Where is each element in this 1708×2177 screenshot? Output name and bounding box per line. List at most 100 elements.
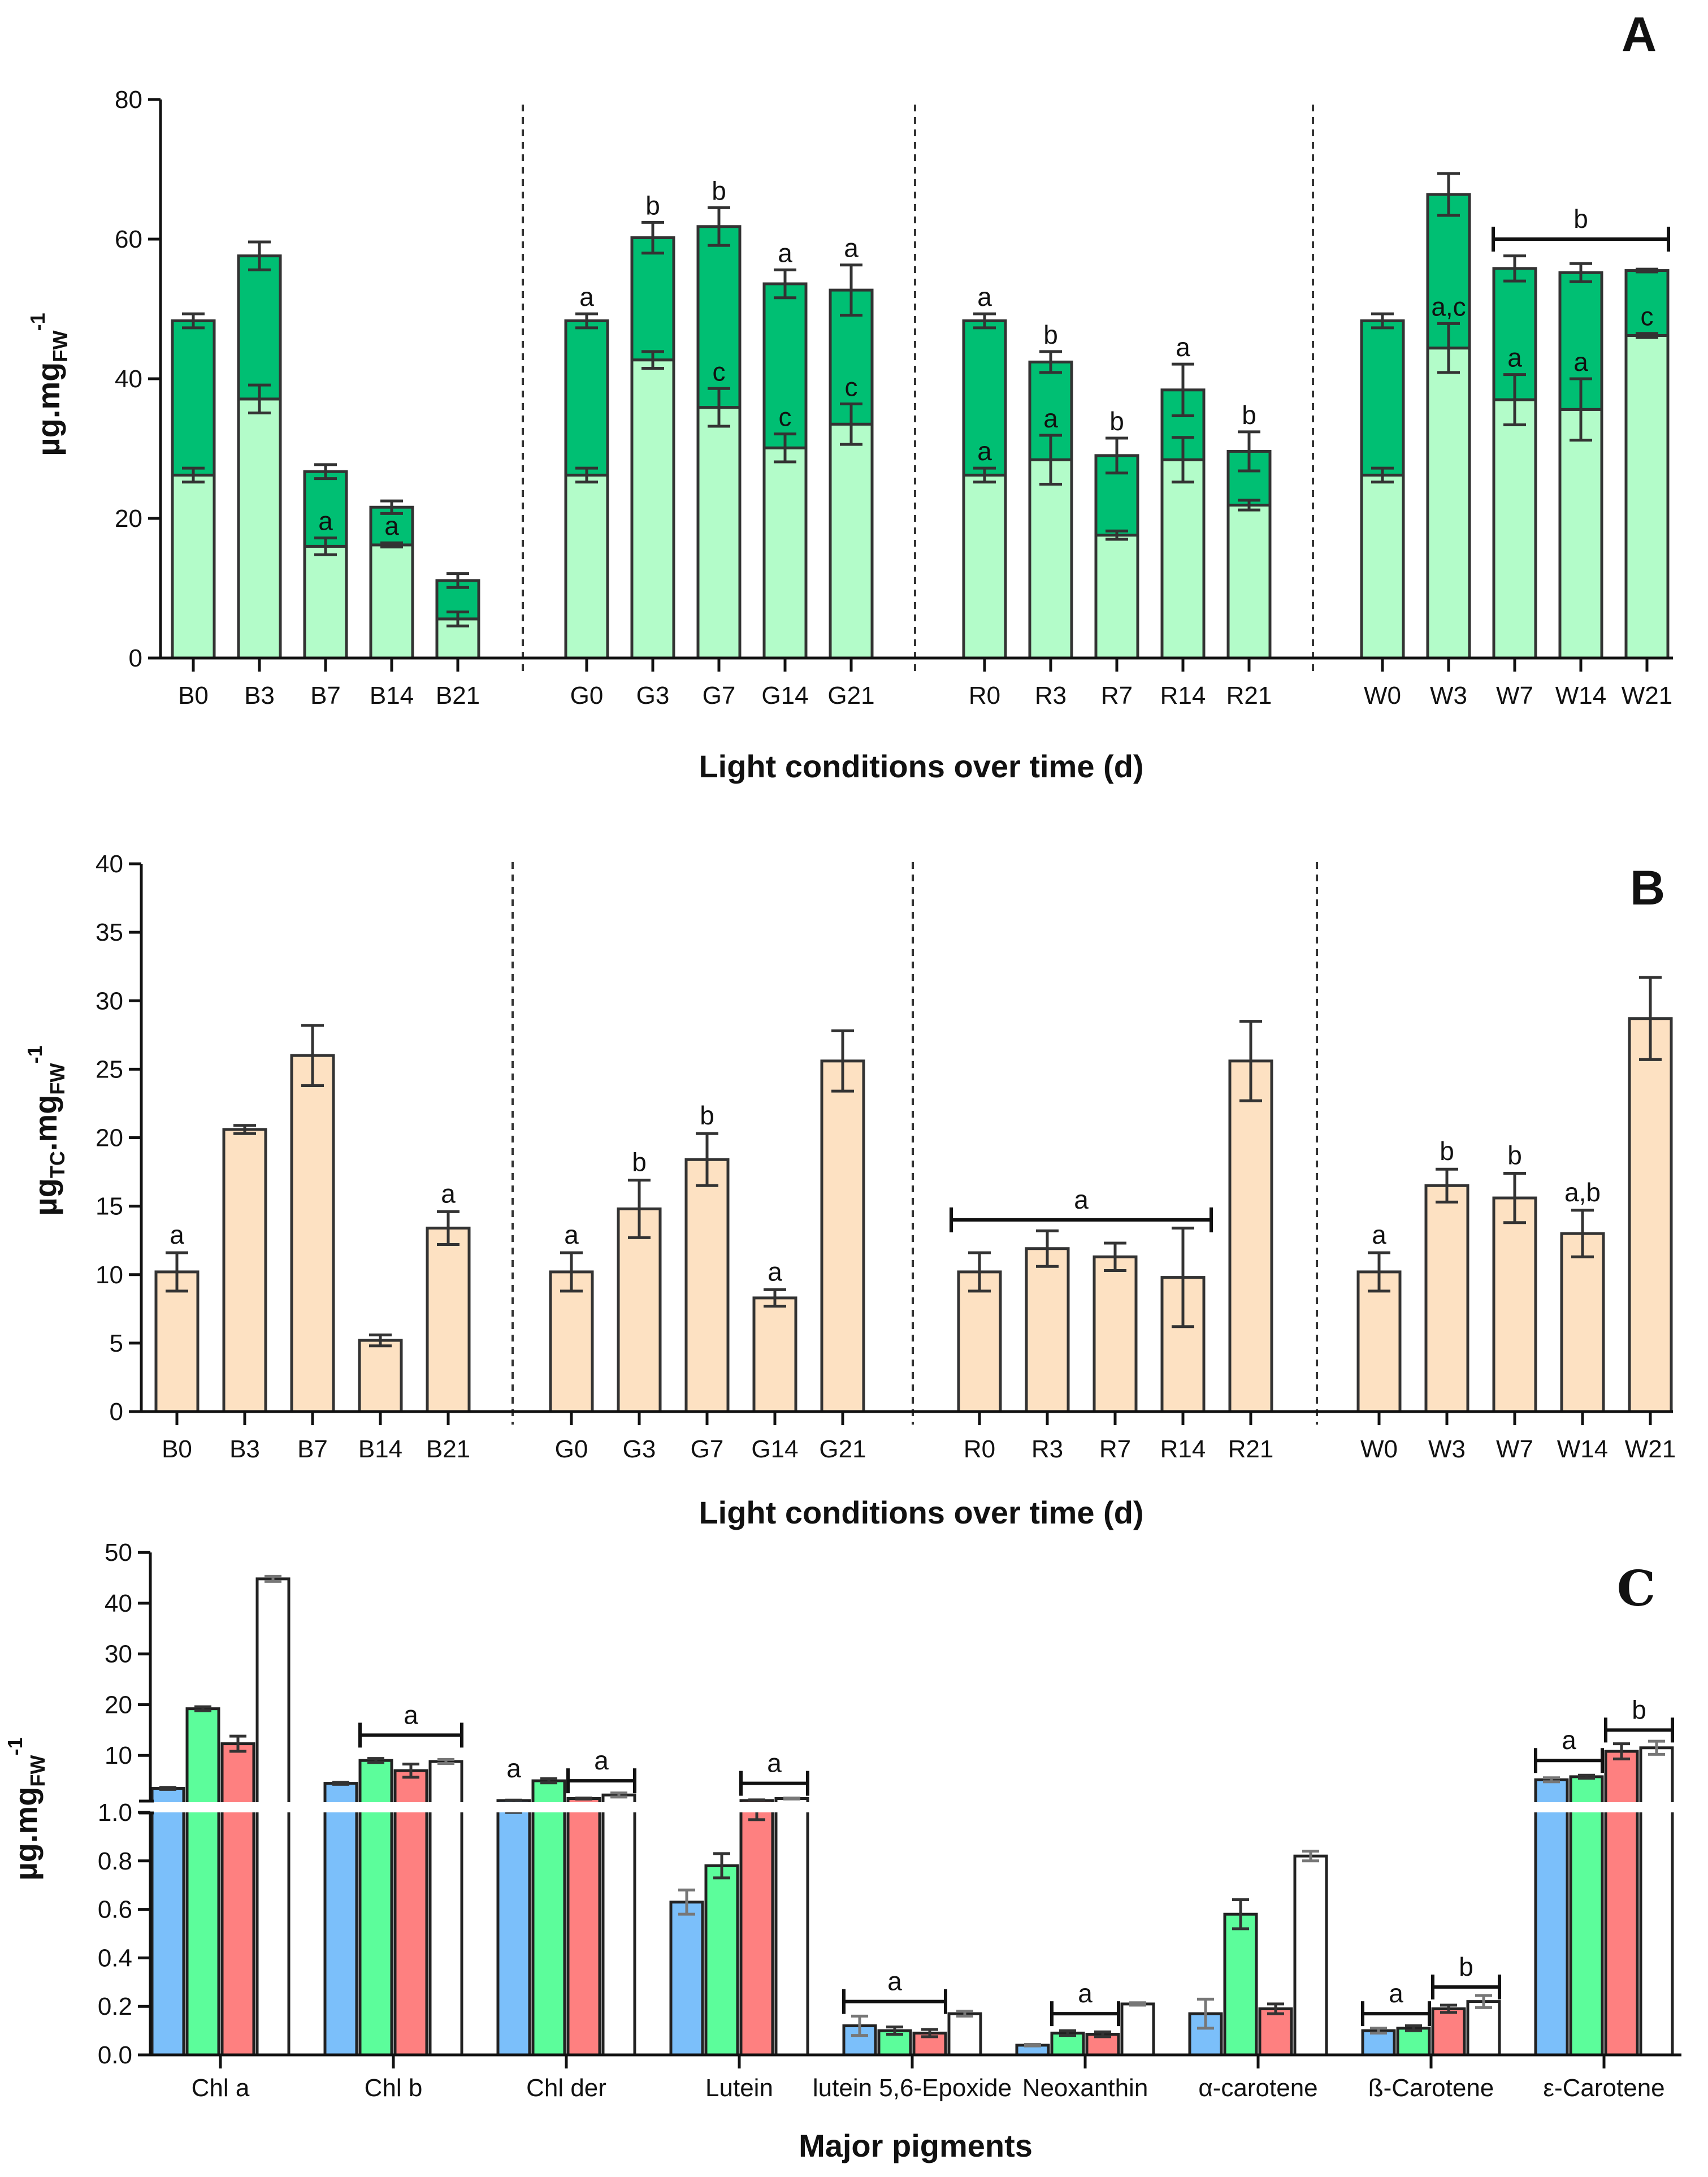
panel-b: B0 B3 B7 B14 B21 G0 G3 G7 G14 G21 R0 R3 R7 R14 R21 W0 W3… bbox=[23, 850, 1676, 1530]
bar-upper bbox=[564, 319, 609, 477]
bar-upper bbox=[962, 319, 1007, 477]
bar-green bbox=[1223, 1912, 1258, 2057]
bar-red bbox=[1431, 2007, 1466, 2057]
significance-letter: c bbox=[713, 357, 726, 386]
x-tick-label: Neoxanthin bbox=[1022, 2074, 1148, 2102]
bar-upper bbox=[1360, 319, 1405, 477]
x-tick-label: G7 bbox=[703, 682, 736, 709]
ylabel-main: µg bbox=[28, 1178, 63, 1215]
ylabel-sup: -1 bbox=[23, 1045, 46, 1063]
axis-break bbox=[128, 1802, 1693, 1812]
significance-letter: a bbox=[1562, 1725, 1576, 1755]
significance-letter: a bbox=[887, 1967, 902, 1996]
y-tick-label: 25 bbox=[96, 1055, 123, 1083]
bar bbox=[752, 1296, 797, 1413]
bar-upper bbox=[237, 254, 282, 401]
x-tick-label: W7 bbox=[1496, 682, 1533, 709]
bar-blue bbox=[150, 1787, 185, 2057]
bar-upper bbox=[171, 319, 216, 477]
significance-letter: b bbox=[632, 1148, 647, 1177]
significance-letter: a bbox=[404, 1700, 418, 1729]
bar-lower bbox=[1360, 473, 1405, 660]
significance-letter: b bbox=[700, 1101, 714, 1130]
bar-white bbox=[774, 1797, 809, 2057]
x-tick-label: B3 bbox=[244, 682, 275, 709]
panel-label: C bbox=[1617, 1560, 1655, 1617]
x-tick-label: R21 bbox=[1228, 1435, 1274, 1463]
significance-letter: a bbox=[1372, 1220, 1386, 1249]
ylabel-sup: -1 bbox=[3, 1737, 27, 1755]
bar-lower bbox=[1028, 458, 1073, 660]
bar-lower bbox=[1426, 347, 1471, 660]
bar-lower bbox=[762, 446, 808, 660]
x-tick-label: W3 bbox=[1428, 1435, 1466, 1463]
significance-letter: a bbox=[506, 1754, 521, 1783]
bar-lower bbox=[962, 473, 1007, 660]
x-tick-label: G21 bbox=[827, 682, 874, 709]
x-tick-label: W14 bbox=[1557, 1435, 1608, 1463]
bar-green bbox=[1396, 2027, 1431, 2057]
bar bbox=[1228, 1059, 1273, 1413]
bar-red bbox=[739, 1799, 774, 2057]
y-tick-label: 20 bbox=[115, 505, 142, 533]
x-tick-label: R0 bbox=[969, 682, 1000, 709]
x-tick-label: R0 bbox=[964, 1435, 995, 1463]
bar-lower bbox=[1558, 408, 1603, 660]
bar bbox=[1424, 1184, 1469, 1413]
significance-letter: b bbox=[1573, 204, 1588, 233]
bar-upper bbox=[1624, 269, 1670, 337]
y-tick-label: 60 bbox=[115, 226, 142, 253]
bar-blue bbox=[669, 1901, 704, 2057]
significance-letter: a bbox=[594, 1746, 609, 1775]
significance-letter: a bbox=[1389, 1979, 1403, 2008]
ylabel-sub: FW bbox=[49, 331, 72, 362]
x-axis-title: Light conditions over time (d) bbox=[699, 748, 1143, 784]
x-tick-label: Chl a bbox=[192, 2074, 250, 2102]
y-axis-title: µg.mgFW-1 bbox=[26, 313, 72, 456]
x-tick-label: G14 bbox=[761, 682, 808, 709]
bar-lower bbox=[1492, 398, 1537, 660]
x-tick-label: B21 bbox=[436, 682, 480, 709]
y-axis-title: µgTC.mgFW-1 bbox=[23, 1045, 69, 1215]
x-tick-label: G14 bbox=[751, 1435, 798, 1463]
y-tick-label: 0.0 bbox=[98, 2041, 132, 2069]
y-tick-label: 50 bbox=[105, 1539, 132, 1566]
significance-letter: b bbox=[1242, 400, 1256, 430]
x-tick-label: W21 bbox=[1622, 682, 1672, 709]
x-tick-label: G0 bbox=[570, 682, 604, 709]
x-tick-label: B7 bbox=[310, 682, 341, 709]
significance-letter: b bbox=[1632, 1695, 1646, 1724]
x-tick-label: W14 bbox=[1555, 682, 1606, 709]
y-tick-label: 15 bbox=[96, 1193, 123, 1220]
significance-letter: b bbox=[1459, 1952, 1473, 1981]
significance-letter: c bbox=[779, 402, 792, 432]
y-tick-label: 0.8 bbox=[98, 1847, 132, 1875]
significance-letter: a bbox=[778, 238, 792, 267]
significance-letter: a bbox=[767, 1748, 782, 1778]
bar bbox=[154, 1270, 200, 1413]
x-tick-label: Lutein bbox=[705, 2074, 773, 2102]
y-tick-label: 40 bbox=[115, 365, 142, 393]
bar-lower bbox=[829, 422, 874, 660]
x-tick-label: B7 bbox=[297, 1435, 328, 1463]
significance-letter: c bbox=[845, 372, 858, 401]
x-tick-label: W0 bbox=[1364, 682, 1401, 709]
bar-white bbox=[1639, 1746, 1674, 2057]
significance-letter: b bbox=[1043, 320, 1058, 349]
bar-lower bbox=[630, 358, 675, 660]
significance-letter: b bbox=[1109, 406, 1124, 436]
x-tick-label: G0 bbox=[555, 1435, 588, 1463]
x-tick-label: ε-Carotene bbox=[1543, 2074, 1664, 2102]
significance-letter: a bbox=[564, 1220, 579, 1249]
significance-letter: b bbox=[1507, 1140, 1522, 1170]
y-tick-label: 20 bbox=[105, 1691, 132, 1719]
x-tick-label: lutein 5,6-Epoxide bbox=[813, 2074, 1012, 2102]
bar-upper bbox=[303, 470, 348, 548]
bar-blue bbox=[323, 1782, 358, 2057]
significance-letter: a bbox=[977, 282, 992, 311]
x-tick-label: G3 bbox=[623, 1435, 656, 1463]
y-tick-label: 1.0 bbox=[98, 1799, 132, 1827]
x-tick-label: R7 bbox=[1101, 682, 1133, 709]
x-axis-title: Light conditions over time (d) bbox=[699, 1495, 1143, 1530]
